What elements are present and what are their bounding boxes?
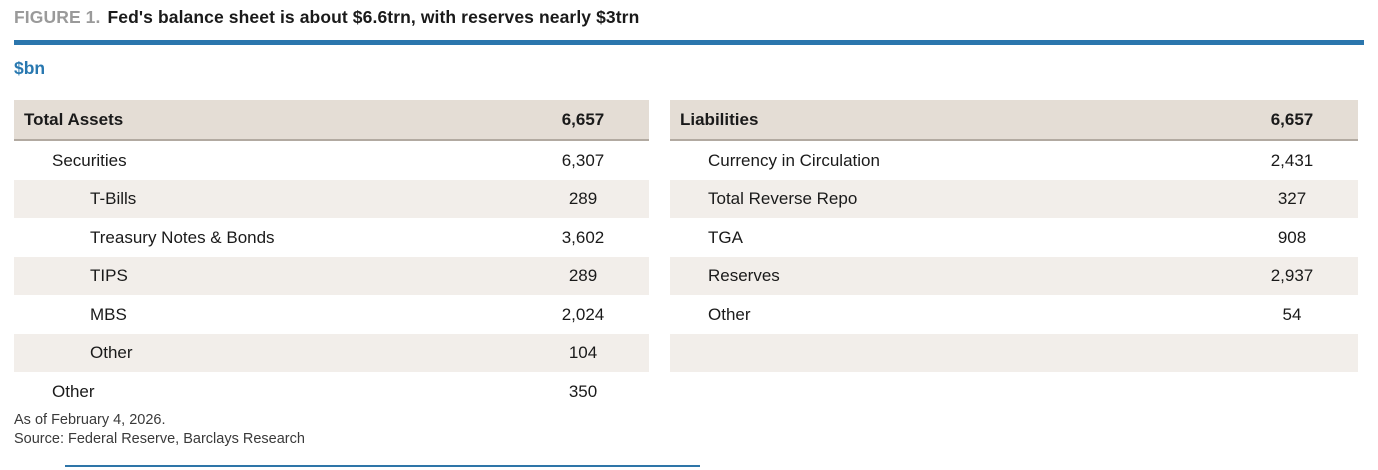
row-value: 2,937 (1270, 266, 1314, 286)
row-label: TGA (708, 227, 743, 247)
row-label: Total Reverse Repo (708, 189, 858, 209)
row-label: MBS (90, 304, 127, 324)
row-value: 54 (1282, 304, 1302, 324)
row-value: 908 (1277, 227, 1307, 247)
row-label: Reserves (708, 266, 780, 286)
row-value: 2,024 (561, 304, 605, 324)
table-row: Total Reverse Repo 327 (670, 179, 1358, 218)
table-row: TIPS 289 (14, 256, 649, 295)
table-row: Securities 6,307 (14, 141, 649, 180)
table-row: Currency in Circulation 2,431 (670, 141, 1358, 180)
table-row: Treasury Notes & Bonds 3,602 (14, 218, 649, 257)
table-row: Other 350 (14, 372, 649, 411)
figure-number-label: FIGURE 1. (14, 7, 101, 27)
row-value: 6,307 (561, 150, 605, 170)
row-value: 2,431 (1270, 150, 1314, 170)
row-label: Securities (52, 150, 127, 170)
row-label: T-Bills (90, 189, 137, 209)
row-label: Other (52, 381, 95, 401)
table-row-empty (670, 333, 1358, 372)
assets-header-label: Total Assets (24, 110, 124, 129)
row-label: Treasury Notes & Bonds (90, 227, 275, 247)
row-label: TIPS (90, 266, 128, 286)
row-label: Other (708, 304, 751, 324)
balance-sheet-tables: Total Assets 6,657 Securities 6,307 T-Bi… (14, 100, 1358, 411)
source-line: Source: Federal Reserve, Barclays Resear… (14, 431, 305, 447)
row-value: 104 (568, 343, 598, 363)
unit-label: $bn (14, 58, 46, 78)
row-value: 350 (568, 381, 598, 401)
table-row: T-Bills 289 (14, 179, 649, 218)
row-label: Other (90, 343, 133, 363)
figure-title: FIGURE 1. Fed's balance sheet is about $6… (14, 7, 1364, 28)
top-rule (14, 40, 1364, 45)
figure-heading: Fed's balance sheet is about $6.6trn, wi… (107, 7, 640, 27)
table-row: TGA 908 (670, 218, 1358, 257)
liabilities-header-row: Liabilities 6,657 (670, 100, 1358, 141)
row-label: Currency in Circulation (708, 150, 880, 170)
table-row: Other 54 (670, 295, 1358, 334)
assets-header-value: 6,657 (561, 110, 605, 129)
row-value: 327 (1277, 189, 1307, 209)
liabilities-table: Liabilities 6,657 Currency in Circulatio… (670, 100, 1358, 411)
assets-header-row: Total Assets 6,657 (14, 100, 649, 141)
as-of-date: As of February 4, 2026. (14, 412, 166, 428)
footnote: As of February 4, 2026. Source: Federal … (14, 411, 305, 449)
row-value: 289 (568, 266, 598, 286)
assets-table: Total Assets 6,657 Securities 6,307 T-Bi… (14, 100, 649, 411)
table-row: MBS 2,024 (14, 295, 649, 334)
row-value: 289 (568, 189, 598, 209)
liabilities-header-value: 6,657 (1270, 110, 1314, 129)
table-row: Other 104 (14, 333, 649, 372)
table-row: Reserves 2,937 (670, 256, 1358, 295)
row-value: 3,602 (561, 227, 605, 247)
bottom-rule (65, 465, 700, 467)
liabilities-header-label: Liabilities (680, 110, 759, 129)
